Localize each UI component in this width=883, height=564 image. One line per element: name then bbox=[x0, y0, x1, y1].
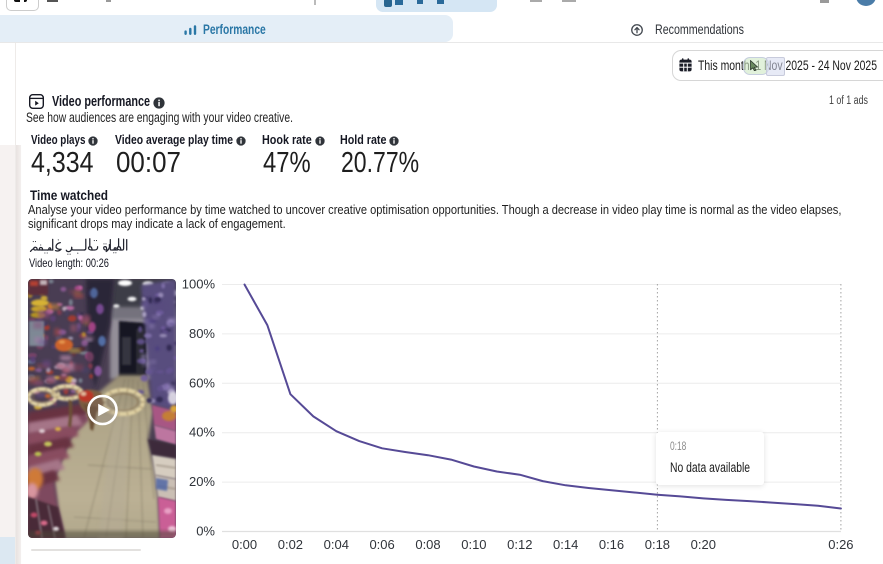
svg-text:0:26: 0:26 bbox=[828, 537, 853, 552]
svg-text:60%: 60% bbox=[189, 375, 215, 390]
svg-text:0:18: 0:18 bbox=[645, 537, 670, 552]
svg-text:100%: 100% bbox=[182, 277, 216, 292]
svg-text:0:10: 0:10 bbox=[461, 537, 486, 552]
svg-text:40%: 40% bbox=[189, 425, 215, 440]
svg-text:0:02: 0:02 bbox=[278, 537, 303, 552]
svg-text:0:12: 0:12 bbox=[507, 537, 532, 552]
svg-text:80%: 80% bbox=[189, 326, 215, 341]
svg-text:0:20: 0:20 bbox=[691, 537, 716, 552]
svg-text:0:06: 0:06 bbox=[369, 537, 394, 552]
svg-text:0%: 0% bbox=[196, 524, 215, 539]
svg-text:0:08: 0:08 bbox=[415, 537, 440, 552]
svg-text:0:14: 0:14 bbox=[553, 537, 578, 552]
svg-text:0:16: 0:16 bbox=[599, 537, 624, 552]
svg-text:20%: 20% bbox=[189, 474, 215, 489]
svg-text:0:04: 0:04 bbox=[324, 537, 349, 552]
svg-text:0:00: 0:00 bbox=[232, 537, 257, 552]
